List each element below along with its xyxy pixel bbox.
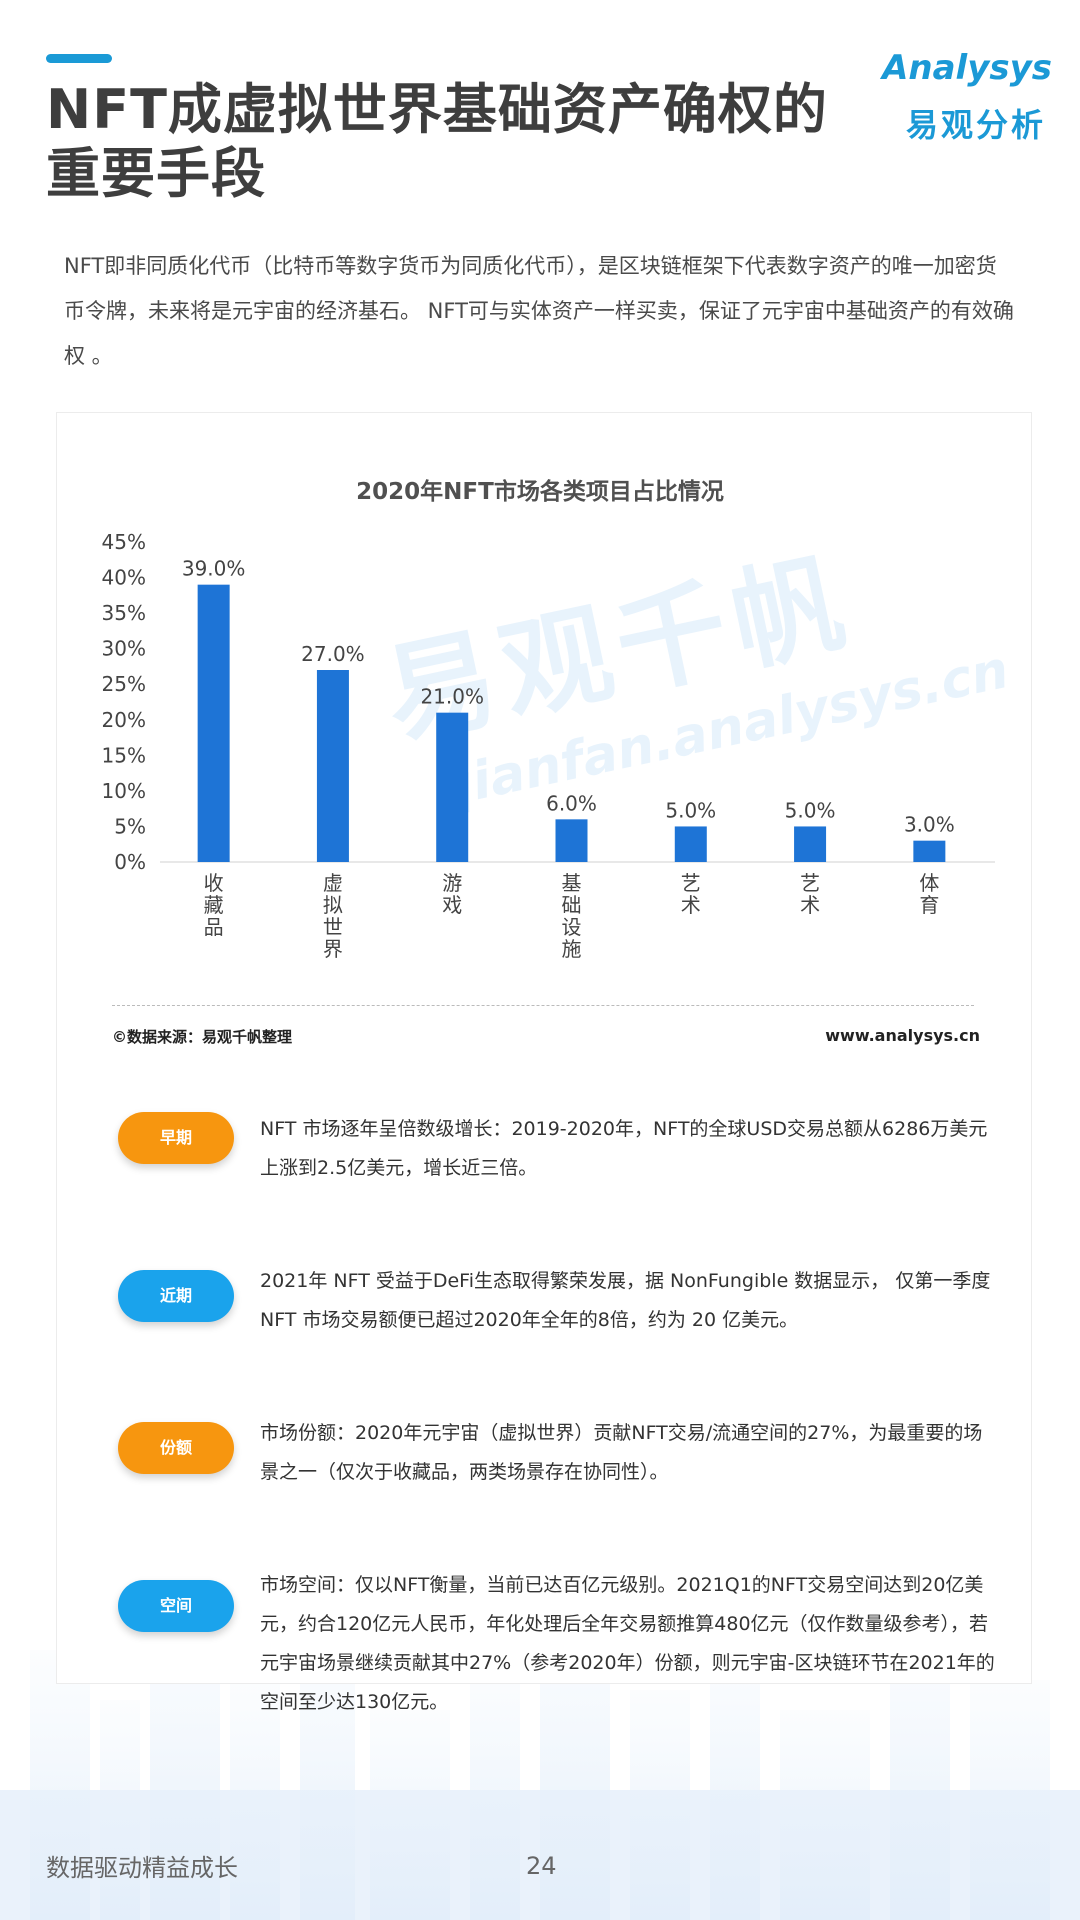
page-title: NFT成虚拟世界基础资产确权的重要手段: [46, 78, 828, 205]
data-label: 27.0%: [301, 642, 365, 666]
data-label: 6.0%: [546, 791, 597, 815]
bar: [197, 584, 230, 862]
y-tick-label: 35%: [102, 601, 146, 625]
bar: [674, 826, 707, 862]
data-source-note: ©数据来源：易观千帆整理: [112, 1028, 293, 1046]
note-text: 市场份额：2020年元宇宙（虚拟世界）贡献NFT交易/流通空间的27%，为最重要…: [260, 1422, 983, 1483]
intro-paragraph: NFT即非同质化代币（比特币等数字货币为同质化代币），是区块链框架下代表数字资产…: [64, 254, 1014, 368]
x-tick-label: 艺术: [800, 871, 820, 917]
data-label: 21.0%: [420, 685, 484, 709]
data-label: 5.0%: [665, 798, 716, 822]
x-tick-label: 虚拟世界: [323, 871, 343, 961]
badge-recent: 近期: [118, 1270, 234, 1322]
y-tick-label: 10%: [102, 779, 146, 803]
bar: [555, 819, 588, 862]
badge-space: 空间: [118, 1580, 234, 1632]
chart-divider: [112, 1005, 974, 1006]
logo-chinese-name: 易观分析: [905, 106, 1046, 144]
bar: [913, 840, 946, 862]
x-tick-label: 体育: [919, 871, 939, 917]
data-label: 3.0%: [904, 813, 955, 837]
y-tick-label: 30%: [102, 637, 146, 661]
y-tick-label: 0%: [114, 850, 146, 874]
x-tick-label: 艺术: [681, 871, 701, 917]
logo-wordmark: Analysys: [882, 48, 1052, 88]
y-tick-label: 25%: [102, 672, 146, 696]
note-text: 市场空间：仅以NFT衡量，当前已达百亿元级别。2021Q1的NFT交易空间达到2…: [260, 1574, 995, 1713]
source-website: www.analysys.cn: [825, 1026, 980, 1045]
y-tick-label: 45%: [102, 530, 146, 554]
badge-early: 早期: [118, 1112, 234, 1164]
page-number: 24: [526, 1852, 557, 1880]
bar: [316, 670, 349, 862]
bar: [436, 712, 469, 862]
footer-slogan: 数据驱动精益成长: [46, 1854, 238, 1882]
data-label: 5.0%: [785, 798, 836, 822]
y-tick-label: 40%: [102, 566, 146, 590]
x-tick-label: 游戏: [442, 871, 462, 917]
y-tick-label: 15%: [102, 743, 146, 767]
chart-title: 2020年NFT市场各类项目占比情况: [356, 479, 724, 505]
badge-share: 份额: [118, 1422, 234, 1474]
bar-chart: 0% 5% 10% 15% 20% 25% 30% 35% 40% 45% 39.0% 收藏品 27.0…: [102, 530, 995, 961]
x-tick-label: 收藏品: [204, 871, 224, 939]
title-accent-bar: [46, 54, 112, 63]
note-text: NFT 市场逐年呈倍数级增长：2019-2020年，NFT的全球USD交易总额从…: [260, 1118, 988, 1179]
y-tick-label: 20%: [102, 708, 146, 732]
y-tick-label: 5%: [114, 814, 146, 838]
note-text: 2021年 NFT 受益于DeFi生态取得繁荣发展，据 NonFungible …: [260, 1270, 991, 1331]
data-label: 39.0%: [182, 557, 246, 581]
x-tick-label: 基础设施: [562, 871, 582, 961]
bar: [794, 826, 827, 862]
analysys-logo: Analysys 易观分析: [852, 48, 1052, 148]
